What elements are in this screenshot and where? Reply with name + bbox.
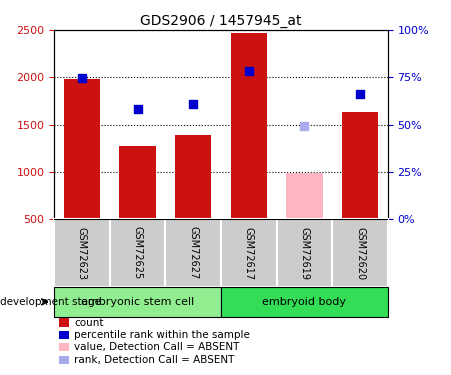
Bar bbox=[54, 287, 221, 317]
Bar bbox=[166, 219, 221, 287]
Bar bbox=[231, 33, 267, 219]
Text: GSM72619: GSM72619 bbox=[299, 226, 309, 280]
Point bbox=[134, 106, 141, 112]
Text: GSM72625: GSM72625 bbox=[133, 226, 143, 280]
Text: GSM72620: GSM72620 bbox=[355, 226, 365, 280]
Text: percentile rank within the sample: percentile rank within the sample bbox=[74, 330, 250, 340]
Bar bbox=[221, 287, 388, 317]
Point bbox=[245, 68, 253, 74]
Point bbox=[356, 92, 364, 98]
Text: GSM72617: GSM72617 bbox=[244, 226, 254, 280]
Bar bbox=[120, 147, 156, 219]
Bar bbox=[286, 173, 322, 219]
Bar bbox=[64, 79, 100, 219]
Text: value, Detection Call = ABSENT: value, Detection Call = ABSENT bbox=[74, 342, 239, 352]
Text: GSM72623: GSM72623 bbox=[77, 226, 87, 280]
Text: GSM72627: GSM72627 bbox=[188, 226, 198, 280]
Bar bbox=[54, 219, 110, 287]
Text: rank, Detection Call = ABSENT: rank, Detection Call = ABSENT bbox=[74, 355, 235, 364]
Text: embryonic stem cell: embryonic stem cell bbox=[81, 297, 194, 307]
Text: embryoid body: embryoid body bbox=[262, 297, 346, 307]
Point bbox=[301, 123, 308, 129]
Point bbox=[189, 101, 197, 107]
Point bbox=[78, 75, 86, 81]
Text: development stage: development stage bbox=[0, 297, 101, 307]
Title: GDS2906 / 1457945_at: GDS2906 / 1457945_at bbox=[140, 13, 302, 28]
Bar bbox=[276, 219, 332, 287]
Bar bbox=[110, 219, 166, 287]
Bar bbox=[332, 219, 388, 287]
Bar bbox=[175, 135, 211, 219]
Text: count: count bbox=[74, 318, 103, 327]
Bar bbox=[221, 219, 276, 287]
Bar bbox=[342, 112, 378, 219]
